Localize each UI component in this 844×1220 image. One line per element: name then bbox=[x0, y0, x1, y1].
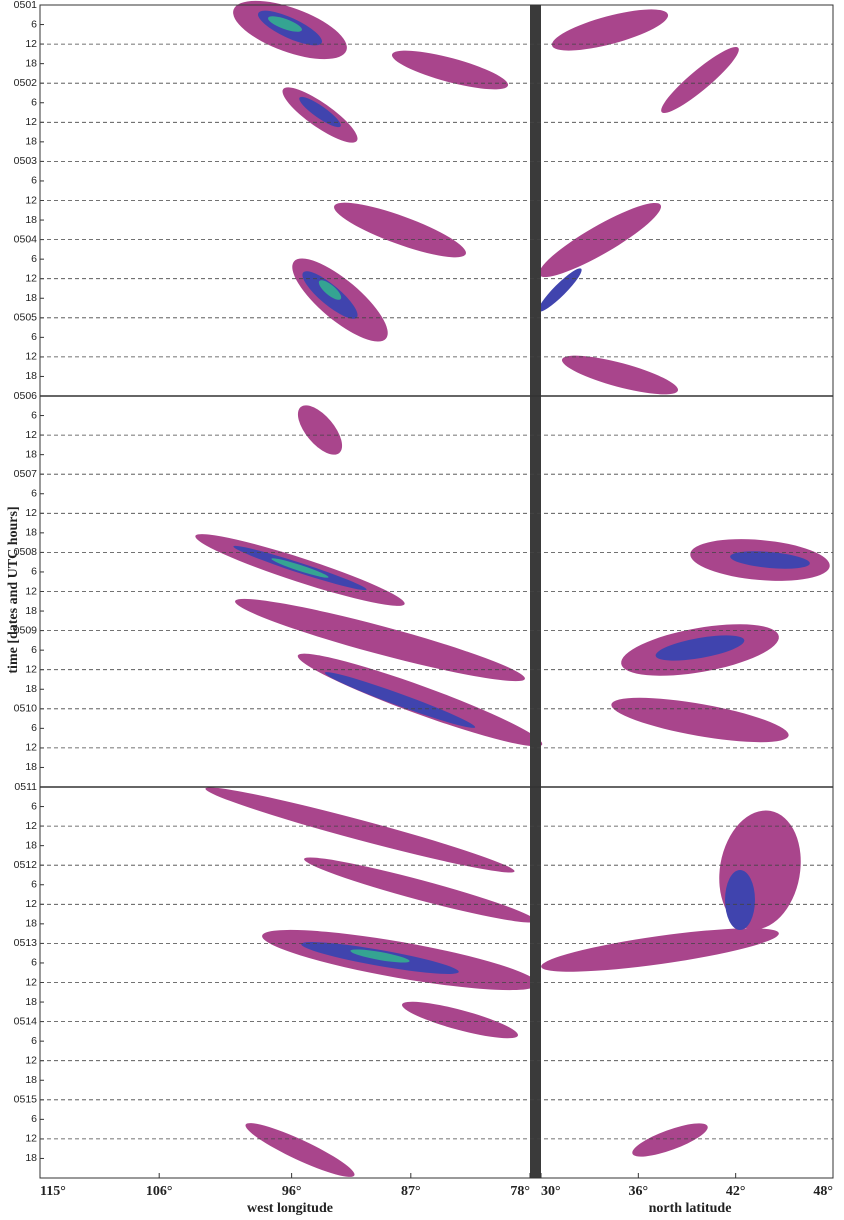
echo-teal bbox=[267, 16, 410, 963]
x-tick-label: 106° bbox=[146, 1184, 173, 1199]
x-tick-label: 78° bbox=[510, 1184, 530, 1199]
y-tick-label: 0501 bbox=[14, 0, 38, 11]
y-tick-label: 6 bbox=[31, 18, 37, 30]
echo-magenta bbox=[195, 0, 830, 1177]
y-tick-label: 18 bbox=[25, 761, 37, 773]
y-tick-label: 6 bbox=[31, 409, 37, 421]
x-tick-label: 87° bbox=[401, 1184, 421, 1199]
x-tick-label: 96° bbox=[282, 1184, 302, 1199]
y-tick-label: 6 bbox=[31, 644, 37, 656]
y-tick-label: 12 bbox=[25, 585, 37, 597]
x-tick-label: 48° bbox=[813, 1184, 833, 1199]
echo-streaks bbox=[195, 0, 830, 1177]
x-tick-label: 30° bbox=[541, 1184, 561, 1199]
y-tick-label: 12 bbox=[25, 38, 37, 50]
y-tick-label: 18 bbox=[25, 605, 37, 617]
y-tick-label: 6 bbox=[31, 488, 37, 500]
y-tick-label: 0512 bbox=[14, 859, 38, 871]
y-tick-label: 12 bbox=[25, 429, 37, 441]
y-tick-label: 0509 bbox=[14, 624, 38, 636]
y-tick-label: 0508 bbox=[14, 546, 38, 558]
y-tick-label: 18 bbox=[25, 918, 37, 930]
y-tick-label: 12 bbox=[25, 1054, 37, 1066]
y-tick-label: 0506 bbox=[14, 390, 38, 402]
y-tick-label: 12 bbox=[25, 976, 37, 988]
y-tick-label: 12 bbox=[25, 116, 37, 128]
x-axis-label: west longitude bbox=[247, 1201, 333, 1216]
y-tick-label: 0513 bbox=[14, 937, 38, 949]
y-tick-label: 18 bbox=[25, 136, 37, 148]
y-tick-label: 6 bbox=[31, 175, 37, 187]
y-tick-label: 18 bbox=[25, 292, 37, 304]
y-axis-label: time [dates and UTC hours] bbox=[6, 506, 21, 673]
y-tick-label: 12 bbox=[25, 272, 37, 284]
y-tick-label: 12 bbox=[25, 1133, 37, 1145]
y-tick-label: 6 bbox=[31, 1113, 37, 1125]
panel-divider bbox=[530, 5, 541, 1178]
y-tick-label: 0507 bbox=[14, 468, 38, 480]
y-tick-label: 18 bbox=[25, 683, 37, 695]
y-tick-label: 18 bbox=[25, 527, 37, 539]
y-tick-label: 0511 bbox=[14, 781, 37, 793]
y-tick-label: 18 bbox=[25, 214, 37, 226]
y-tick-label: 6 bbox=[31, 879, 37, 891]
y-tick-label: 18 bbox=[25, 370, 37, 382]
y-tick-label: 18 bbox=[25, 839, 37, 851]
y-tick-label: 18 bbox=[25, 448, 37, 460]
echo-blue bbox=[233, 10, 810, 974]
x-tick-label: 36° bbox=[629, 1184, 649, 1199]
y-tick-label: 6 bbox=[31, 957, 37, 969]
y-tick-label: 18 bbox=[25, 57, 37, 69]
y-tick-label: 18 bbox=[25, 1074, 37, 1086]
y-tick-label: 12 bbox=[25, 351, 37, 363]
y-tick-label: 0510 bbox=[14, 703, 38, 715]
y-tick-label: 12 bbox=[25, 742, 37, 754]
y-tick-label: 6 bbox=[31, 331, 37, 343]
y-tick-label: 6 bbox=[31, 253, 37, 265]
x-tick-label: 115° bbox=[40, 1184, 66, 1199]
x-tick-label: 42° bbox=[726, 1184, 746, 1199]
y-tick-label: 6 bbox=[31, 566, 37, 578]
y-tick-label: 18 bbox=[25, 1152, 37, 1164]
y-tick-label: 12 bbox=[25, 663, 37, 675]
y-tick-label: 6 bbox=[31, 722, 37, 734]
y-tick-label: 0515 bbox=[14, 1094, 38, 1106]
y-tick-label: 12 bbox=[25, 898, 37, 910]
y-tick-label: 18 bbox=[25, 996, 37, 1008]
y-tick-label: 0503 bbox=[14, 155, 38, 167]
y-tick-label: 6 bbox=[31, 97, 37, 109]
x-axis-label: north latitude bbox=[649, 1201, 732, 1216]
y-tick-label: 0514 bbox=[14, 1015, 38, 1027]
y-tick-label: 0502 bbox=[14, 77, 38, 89]
y-tick-label: 0505 bbox=[14, 312, 38, 324]
y-tick-label: 6 bbox=[31, 800, 37, 812]
y-tick-label: 0504 bbox=[14, 233, 38, 245]
y-tick-label: 12 bbox=[25, 194, 37, 206]
y-tick-label: 12 bbox=[25, 820, 37, 832]
y-tick-label: 6 bbox=[31, 1035, 37, 1047]
y-tick-label: 12 bbox=[25, 507, 37, 519]
